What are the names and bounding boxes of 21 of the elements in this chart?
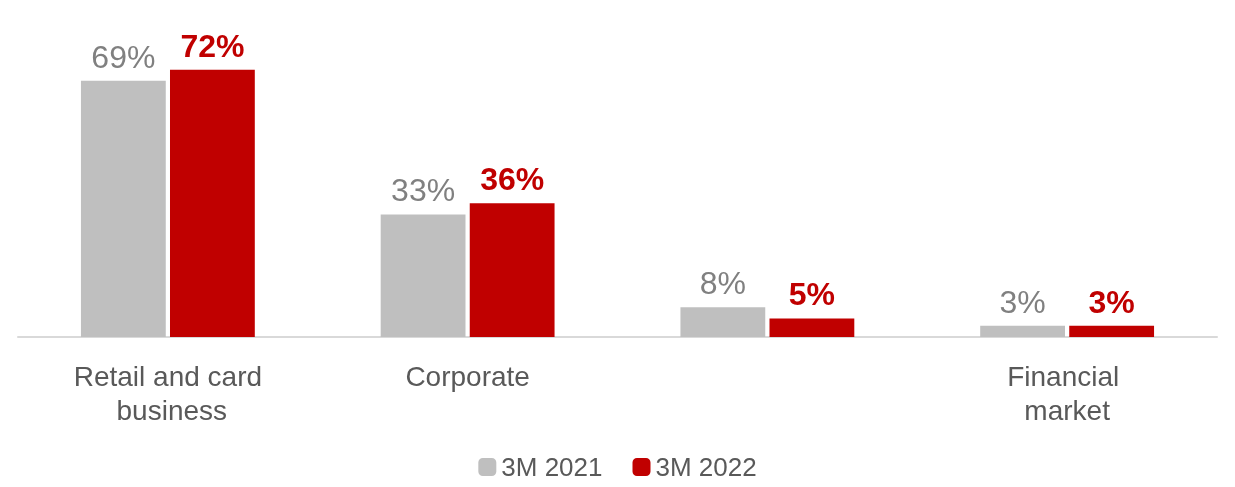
- data-label: 3%: [1088, 283, 1135, 320]
- bar: [469, 203, 555, 337]
- bar: [80, 80, 166, 337]
- legend-label: 3M 2022: [655, 452, 757, 482]
- bar: [769, 318, 855, 337]
- data-label: 72%: [180, 27, 245, 64]
- data-label: 69%: [91, 38, 156, 75]
- x-tick-label: Retail and card business: [73, 360, 263, 426]
- x-tick-label: Financial market: [1007, 360, 1128, 426]
- bar: [1069, 325, 1155, 337]
- data-label: 8%: [699, 265, 746, 302]
- bar: [680, 307, 766, 337]
- bar: [380, 214, 466, 337]
- data-label: 5%: [788, 276, 836, 313]
- x-tick-label: Corporate: [405, 360, 530, 392]
- data-label: 33%: [391, 172, 456, 209]
- legend-label: 3M 2021: [501, 452, 603, 482]
- data-label: 36%: [480, 161, 545, 198]
- bar: [980, 325, 1065, 337]
- data-label: 3%: [999, 283, 1046, 320]
- bar: [170, 69, 255, 337]
